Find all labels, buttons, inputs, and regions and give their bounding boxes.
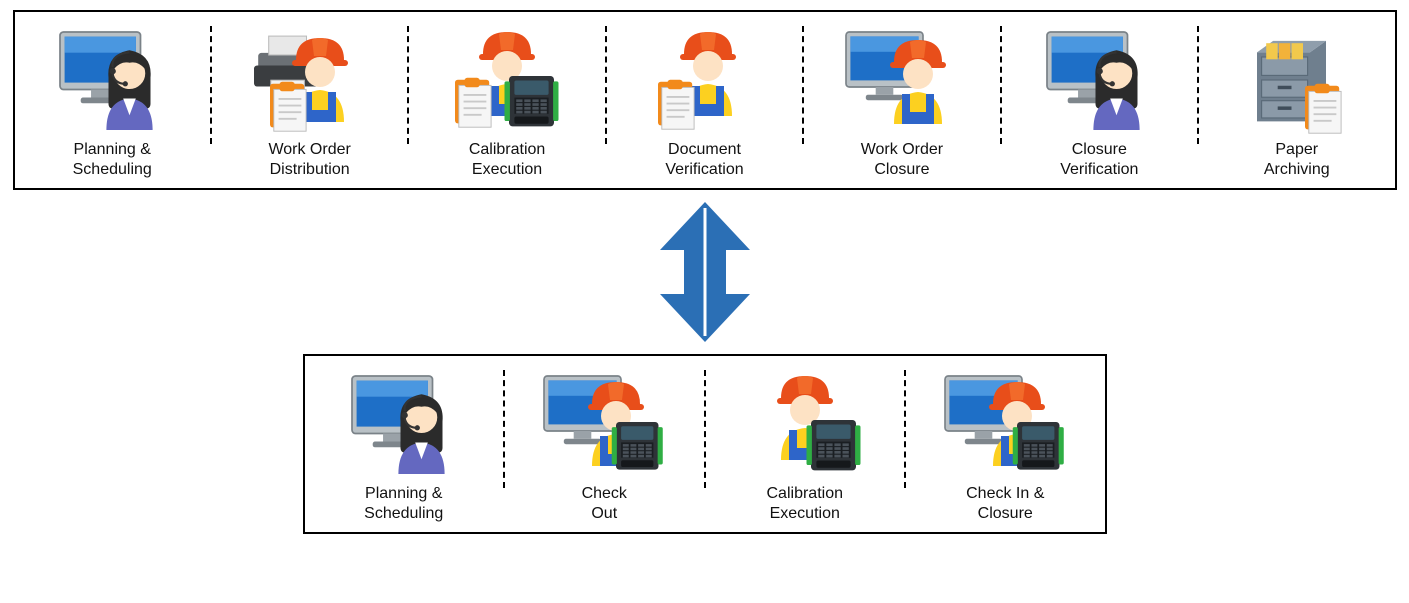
process-step: Calibration Execution (706, 364, 905, 524)
process-step: Document Verification (607, 20, 802, 180)
step-label: Paper Archiving (1264, 140, 1330, 180)
operator-monitor-icon (311, 368, 498, 478)
process-step: Calibration Execution (409, 20, 604, 180)
worker-printer-icon (218, 24, 401, 134)
process-step: Work Order Distribution (212, 20, 407, 180)
bottom-process-row: Planning & Scheduling (303, 354, 1107, 534)
step-label: Planning & Scheduling (364, 484, 443, 524)
process-step: Planning & Scheduling (305, 364, 504, 524)
cabinet-doc-icon (1205, 24, 1388, 134)
process-step: Closure Verification (1002, 20, 1197, 180)
top-process-row: Planning & Scheduling (13, 10, 1397, 190)
step-label: Planning & Scheduling (73, 140, 152, 180)
process-step: Paper Archiving (1199, 20, 1394, 180)
bidirectional-arrow (10, 202, 1399, 342)
process-step: Check In & Closure (906, 364, 1105, 524)
process-step: Planning & Scheduling (15, 20, 210, 180)
worker-monitor-device-icon (511, 368, 698, 478)
worker-doc-icon (613, 24, 796, 134)
worker-monitor-device-icon (912, 368, 1099, 478)
operator-monitor-icon (21, 24, 204, 134)
step-label: Check In & Closure (966, 484, 1044, 524)
step-label: Calibration Execution (767, 484, 843, 524)
step-label: Document Verification (665, 140, 743, 180)
worker-device-doc-icon (415, 24, 598, 134)
worker-monitor-icon (810, 24, 993, 134)
operator-monitor-icon (1008, 24, 1191, 134)
step-label: Closure Verification (1060, 140, 1138, 180)
process-step: Work Order Closure (804, 20, 999, 180)
step-label: Check Out (582, 484, 627, 524)
worker-device-icon (712, 368, 899, 478)
step-label: Calibration Execution (469, 140, 545, 180)
step-label: Work Order Closure (861, 140, 943, 180)
step-label: Work Order Distribution (268, 140, 350, 180)
process-step: Check Out (505, 364, 704, 524)
